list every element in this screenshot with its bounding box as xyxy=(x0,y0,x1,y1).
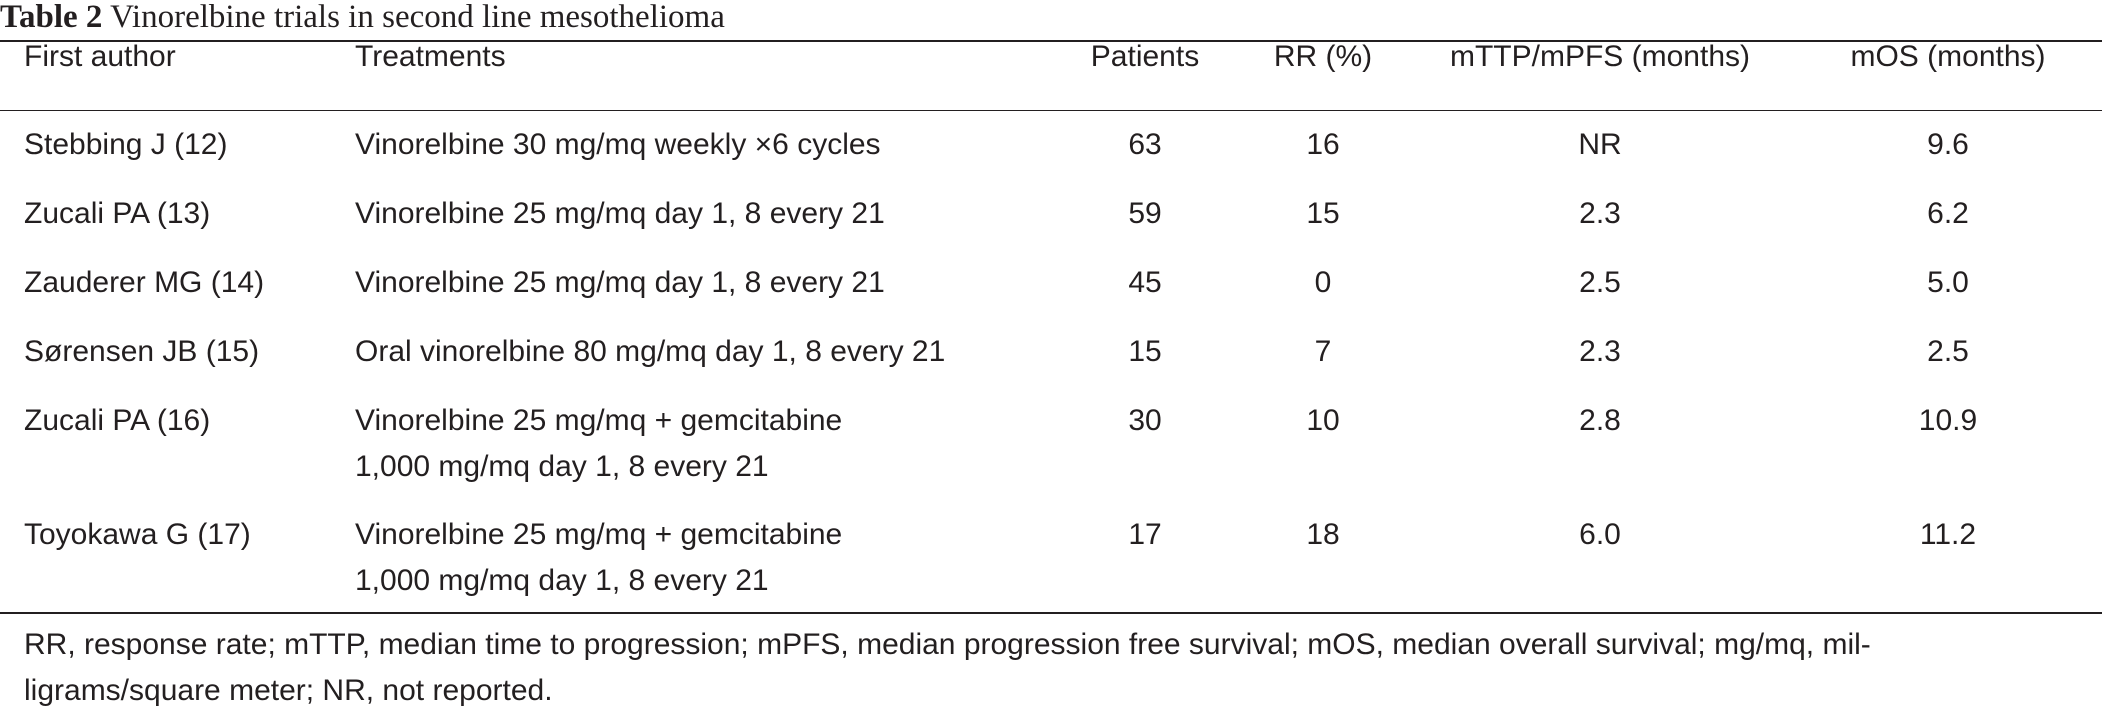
row-1-author: Stebbing J (12) xyxy=(24,128,228,161)
row-3-mos: 5.0 xyxy=(1927,266,1969,299)
table-caption: Table 2 Vinorelbine trials in second lin… xyxy=(0,0,725,40)
row-2-mttp: 2.3 xyxy=(1579,197,1621,230)
row-4-mttp: 2.3 xyxy=(1579,335,1621,368)
table-footnote: RR, response rate; mTTP, median time to … xyxy=(24,622,2084,714)
row-1-treatment: Vinorelbine 30 mg/mq weekly ×6 cycles xyxy=(355,128,881,161)
row-5-mttp: 2.8 xyxy=(1579,404,1621,437)
row-1-rr: 16 xyxy=(1306,128,1340,161)
row-4-author: Sørensen JB (15) xyxy=(24,335,260,368)
table-title: Vinorelbine trials in second line mesoth… xyxy=(110,0,725,35)
footnote-line-2: ligrams/square meter; NR, not reported. xyxy=(24,674,553,707)
row-6-rr: 18 xyxy=(1306,518,1340,551)
row-5-rr: 10 xyxy=(1306,404,1340,437)
top-rule xyxy=(0,40,2102,42)
row-4-mos: 2.5 xyxy=(1927,335,1969,368)
row-3-rr: 0 xyxy=(1314,266,1332,299)
header-first-author: First author xyxy=(24,40,176,73)
header-treatments: Treatments xyxy=(355,40,506,73)
row-4-treatment: Oral vinorelbine 80 mg/mq day 1, 8 every… xyxy=(355,335,946,368)
row-3-mttp: 2.5 xyxy=(1579,266,1621,299)
row-2-treatment: Vinorelbine 25 mg/mq day 1, 8 every 21 xyxy=(355,197,885,230)
row-1-patients: 63 xyxy=(1128,128,1162,161)
table-label: Table 2 xyxy=(0,0,103,35)
row-6-mttp: 6.0 xyxy=(1579,518,1621,551)
row-4-rr: 7 xyxy=(1314,335,1332,368)
row-5-author: Zucali PA (16) xyxy=(24,404,211,437)
row-6-treatment-line-2: 1,000 mg/mq day 1, 8 every 21 xyxy=(355,564,769,597)
row-5-patients: 30 xyxy=(1128,404,1162,437)
row-2-rr: 15 xyxy=(1306,197,1340,230)
row-6-patients: 17 xyxy=(1128,518,1162,551)
header-rr: RR (%) xyxy=(1273,40,1373,73)
row-1-mos: 9.6 xyxy=(1927,128,1969,161)
header-rule xyxy=(0,110,2102,111)
row-2-author: Zucali PA (13) xyxy=(24,197,211,230)
row-5-treatment-line-1: Vinorelbine 25 mg/mq + gemcitabine xyxy=(355,404,843,437)
header-mos: mOS (months) xyxy=(1850,40,2046,73)
row-6-treatment-line-1: Vinorelbine 25 mg/mq + gemcitabine xyxy=(355,518,843,551)
row-1-mttp: NR xyxy=(1578,128,1622,161)
row-5-mos: 10.9 xyxy=(1918,404,1978,437)
row-3-author: Zauderer MG (14) xyxy=(24,266,265,299)
row-6-author: Toyokawa G (17) xyxy=(24,518,251,551)
header-mttp-mpfs: mTTP/mPFS (months) xyxy=(1449,40,1750,73)
row-3-patients: 45 xyxy=(1128,266,1162,299)
header-patients: Patients xyxy=(1090,40,1200,73)
row-4-patients: 15 xyxy=(1128,335,1162,368)
row-2-mos: 6.2 xyxy=(1927,197,1969,230)
footnote-line-1: RR, response rate; mTTP, median time to … xyxy=(24,628,1871,661)
row-2-patients: 59 xyxy=(1128,197,1162,230)
bottom-rule xyxy=(0,612,2102,614)
row-6-mos: 11.2 xyxy=(1919,518,1977,551)
row-3-treatment: Vinorelbine 25 mg/mq day 1, 8 every 21 xyxy=(355,266,885,299)
row-5-treatment-line-2: 1,000 mg/mq day 1, 8 every 21 xyxy=(355,450,769,483)
